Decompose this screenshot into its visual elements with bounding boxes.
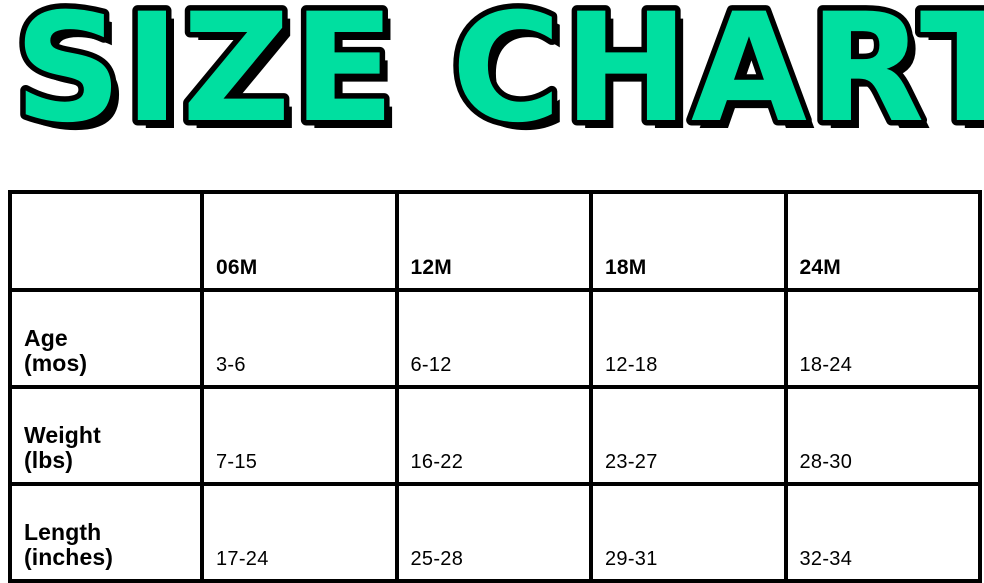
page-title: SIZE CHART (14, 0, 984, 156)
column-header-12m: 12M (394, 190, 593, 292)
size-chart-table-container: 06M 12M 18M 24M Age (mos) 3-6 6-12 12-18… (0, 190, 984, 583)
page-title-shadow: SIZE CHART (22, 0, 984, 164)
cell-age-06m: 3-6 (200, 288, 399, 389)
row-label-length-line2: (inches) (24, 544, 113, 571)
table-row: Age (mos) 3-6 6-12 12-18 18-24 (8, 288, 982, 389)
cell-length-06m: 17-24 (200, 482, 399, 583)
table-corner-cell (8, 190, 204, 292)
table-row: Weight (lbs) 7-15 16-22 23-27 28-30 (8, 385, 982, 486)
row-label-weight-line1: Weight (24, 421, 101, 448)
cell-weight-24m: 28-30 (783, 385, 982, 486)
cell-length-18m: 29-31 (589, 482, 788, 583)
size-chart-title-graphic: SIZE CHART SIZE CHART (9, 0, 984, 164)
cell-weight-06m: 7-15 (200, 385, 399, 486)
column-header-24m: 24M (783, 190, 982, 292)
cell-weight-18m: 23-27 (589, 385, 788, 486)
row-label-weight-line2: (lbs) (24, 447, 74, 474)
cell-age-24m: 18-24 (783, 288, 982, 389)
table-header-row: 06M 12M 18M 24M (8, 190, 982, 292)
size-chart-table: 06M 12M 18M 24M Age (mos) 3-6 6-12 12-18… (8, 190, 982, 583)
cell-length-12m: 25-28 (394, 482, 593, 583)
row-label-weight: Weight (lbs) (8, 385, 204, 486)
page-title-banner: SIZE CHART SIZE CHART (0, 0, 984, 180)
row-label-age: Age (mos) (8, 288, 204, 389)
cell-age-12m: 6-12 (394, 288, 593, 389)
row-label-age-line1: Age (24, 324, 68, 351)
cell-length-24m: 32-34 (783, 482, 982, 583)
row-label-length: Length (inches) (8, 482, 204, 583)
row-label-length-line1: Length (24, 518, 102, 545)
column-header-18m: 18M (589, 190, 788, 292)
column-header-06m: 06M (200, 190, 399, 292)
table-row: Length (inches) 17-24 25-28 29-31 32-34 (8, 482, 982, 583)
row-label-age-line2: (mos) (24, 350, 88, 377)
cell-weight-12m: 16-22 (394, 385, 593, 486)
cell-age-18m: 12-18 (589, 288, 788, 389)
